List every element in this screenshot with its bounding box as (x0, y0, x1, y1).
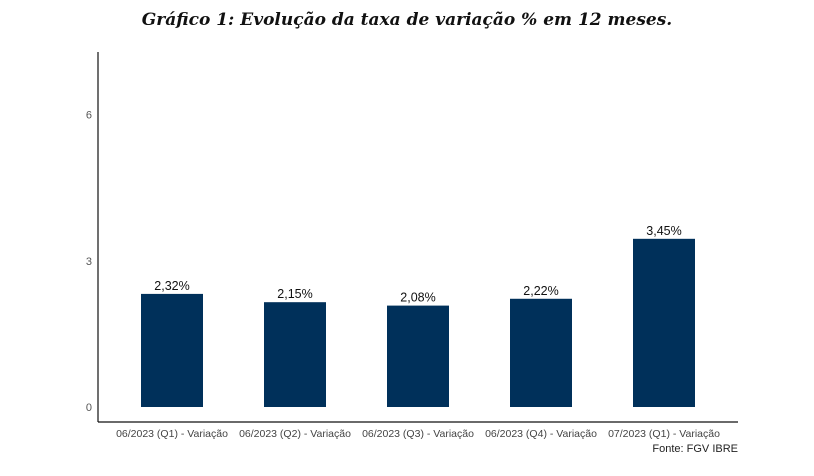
data-labels: 2,32% 2,15% 2,08% 2,22% 3,45% (154, 224, 681, 305)
bar (141, 293, 203, 407)
y-tick-label: 6 (86, 110, 92, 122)
bar (510, 298, 572, 407)
x-axis-labels: 06/2023 (Q1) - Variação 06/2023 (Q2) - Va… (116, 428, 720, 440)
y-tick-label: 0 (86, 402, 92, 414)
x-tick-label: 07/2023 (Q1) - Variação (608, 428, 720, 440)
bar (387, 305, 449, 407)
bar (633, 238, 695, 407)
y-tick-label: 3 (86, 256, 92, 268)
x-tick-label: 06/2023 (Q2) - Variação (239, 428, 351, 440)
bar-value-label: 2,22% (523, 284, 558, 298)
bar-value-label: 3,45% (646, 224, 681, 238)
y-axis-ticks: 0 3 6 (86, 110, 92, 415)
bar-value-label: 2,08% (400, 291, 435, 305)
x-tick-label: 06/2023 (Q4) - Variação (485, 428, 597, 440)
bar-value-label: 2,32% (154, 279, 189, 293)
x-tick-label: 06/2023 (Q3) - Variação (362, 428, 474, 440)
bars (141, 238, 695, 407)
bar-value-label: 2,15% (277, 287, 312, 301)
source-note: Fonte: FGV IBRE (652, 443, 738, 455)
bar (264, 302, 326, 407)
x-tick-label: 06/2023 (Q1) - Variação (116, 428, 228, 440)
chart-title: Gráfico 1: Evolução da taxa de variação … (141, 10, 673, 30)
